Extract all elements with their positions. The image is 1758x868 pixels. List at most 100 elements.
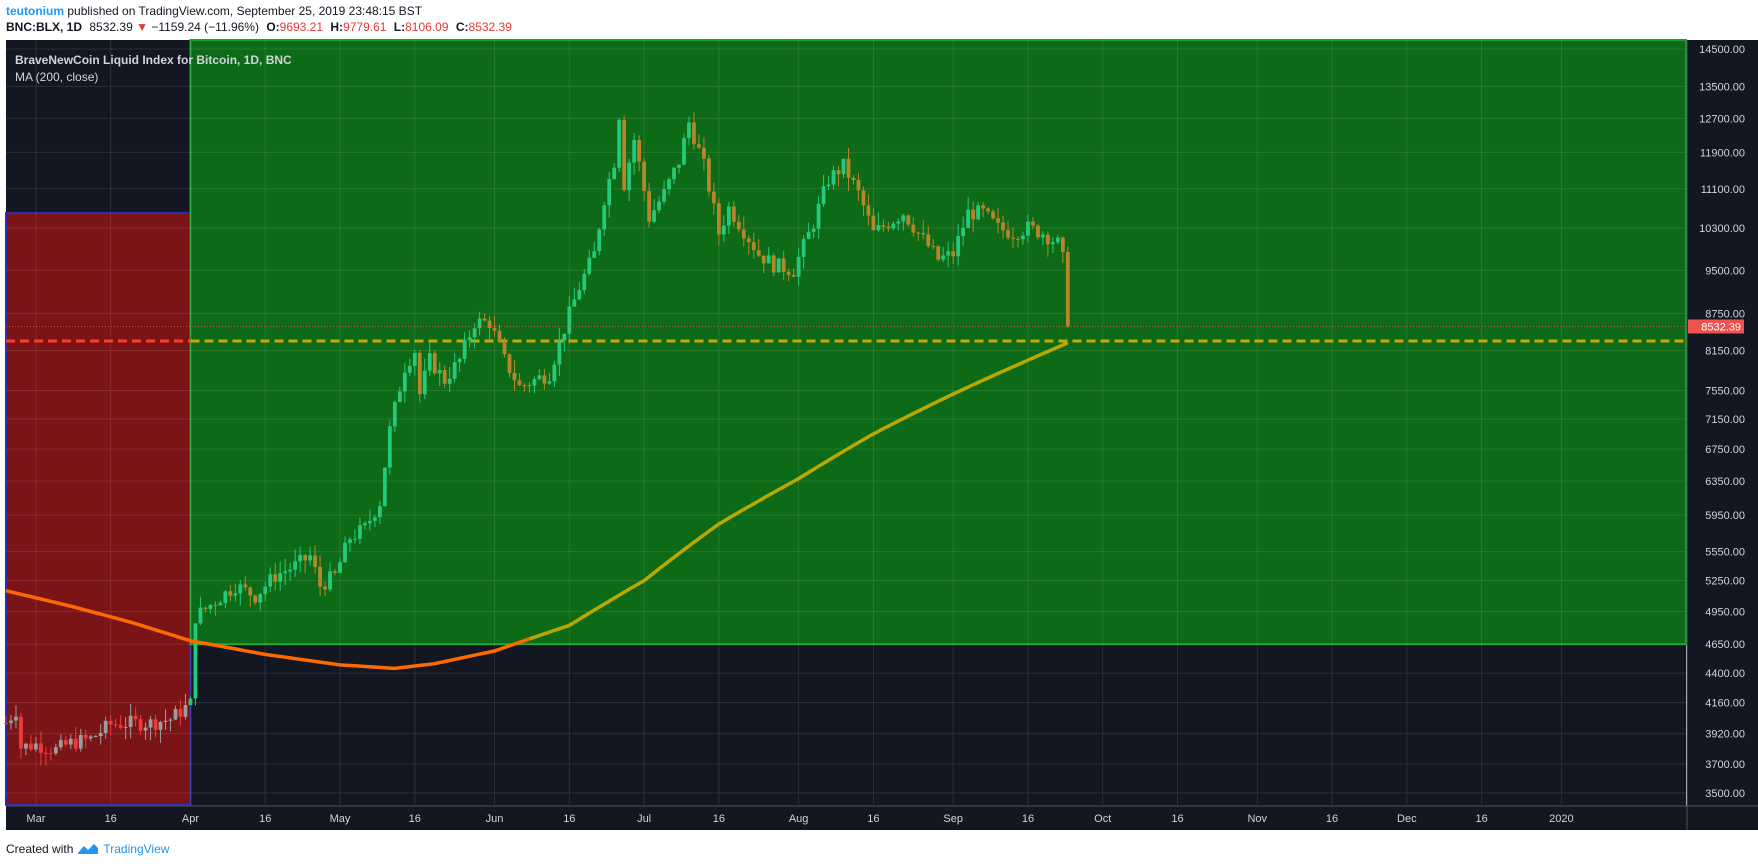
candle-body <box>512 373 517 381</box>
candle-body <box>572 299 577 307</box>
candle-body <box>392 401 397 427</box>
candle-body <box>1021 235 1025 240</box>
candle-body <box>462 340 467 359</box>
candle-body <box>781 258 786 272</box>
candle-body <box>1041 234 1045 238</box>
price-tick: 14500.00 <box>1699 44 1745 56</box>
candle-body <box>682 137 686 165</box>
candle-body <box>14 716 18 721</box>
candle-body <box>901 215 906 222</box>
candle-body <box>1016 238 1020 240</box>
candle-body <box>776 258 781 273</box>
time-tick: 16 <box>1326 813 1338 825</box>
candle-body <box>482 318 487 321</box>
published-text: published on TradingView.com, September … <box>67 4 423 18</box>
candle-body <box>926 234 931 247</box>
candle-body <box>427 353 432 371</box>
candle-body <box>721 225 726 235</box>
tradingview-brand-link[interactable]: TradingView <box>103 842 170 856</box>
candle-body <box>552 364 557 382</box>
candle-body <box>417 352 422 395</box>
close-value: 8532.39 <box>468 20 512 34</box>
price-tick: 8750.00 <box>1705 308 1745 320</box>
candle-layer <box>4 112 1070 766</box>
candle-body <box>796 257 801 277</box>
time-tick: Jul <box>637 813 651 825</box>
candle-body <box>841 158 846 175</box>
candle-body <box>766 255 771 264</box>
price-tick: 3700.00 <box>1705 759 1745 771</box>
candle-body <box>1001 222 1005 231</box>
candle-body <box>223 591 228 603</box>
grid-layer <box>6 40 1686 805</box>
time-axis[interactable] <box>6 806 1758 830</box>
high-label: H: <box>330 20 344 34</box>
candle-body <box>637 139 642 162</box>
price-tick: 3920.00 <box>1705 729 1745 741</box>
candle-body <box>707 158 711 192</box>
publish-line: teutonium published on TradingView.com, … <box>6 4 422 18</box>
candle-body <box>831 170 836 185</box>
candle-body <box>467 337 472 341</box>
candle-body <box>358 525 362 539</box>
ma-line-olive <box>528 341 1069 641</box>
candle-body <box>377 506 382 518</box>
author-link[interactable]: teutonium <box>6 4 64 18</box>
candle-body <box>652 210 656 222</box>
candle-body <box>786 271 791 275</box>
candle-body <box>333 571 337 573</box>
candle-body <box>412 352 417 367</box>
candle-body <box>422 370 427 395</box>
candle-body <box>702 147 706 159</box>
candle-body <box>442 369 447 384</box>
candle-body <box>542 375 547 384</box>
candle-body <box>477 318 482 329</box>
candle-body <box>258 593 263 603</box>
candle-body <box>1065 251 1070 327</box>
price-tick: 7150.00 <box>1705 414 1745 426</box>
candle-body <box>961 227 966 237</box>
candle-body <box>118 724 123 728</box>
candle-body <box>761 255 766 264</box>
tradingview-logo-icon <box>78 844 99 854</box>
candle-body <box>218 602 223 606</box>
candle-body <box>1036 225 1040 238</box>
candle-body <box>368 520 372 524</box>
candle-body <box>622 119 627 191</box>
candle-body <box>53 747 58 754</box>
price-tick: 4400.00 <box>1705 668 1745 680</box>
candle-body <box>916 232 921 234</box>
candle-body <box>123 726 128 728</box>
candle-body <box>133 715 138 720</box>
candle-body <box>213 605 218 607</box>
candle-body <box>647 190 651 222</box>
created-with-text: Created with <box>6 842 74 856</box>
candle-body <box>532 379 537 386</box>
time-tick: 2020 <box>1549 813 1573 825</box>
candle-body <box>607 178 612 206</box>
candle-body <box>756 250 761 256</box>
candle-body <box>447 378 452 384</box>
candle-body <box>632 139 637 163</box>
price-tick: 8150.00 <box>1705 345 1745 357</box>
price-tick: 5950.00 <box>1705 510 1745 522</box>
price-tick: 6350.00 <box>1705 476 1745 488</box>
time-tick: 16 <box>563 813 575 825</box>
candle-body <box>373 517 377 521</box>
candle-body <box>677 164 681 168</box>
candle-body <box>432 353 437 374</box>
time-tick: Mar <box>26 813 45 825</box>
candle-body <box>113 724 118 726</box>
candle-body <box>9 720 13 724</box>
candle-body <box>143 727 148 731</box>
candle-body <box>711 191 716 204</box>
price-tick: 13500.00 <box>1699 81 1745 93</box>
time-tick: 16 <box>259 813 271 825</box>
candle-body <box>198 607 203 624</box>
candle-body <box>816 203 821 229</box>
price-axis[interactable] <box>1687 40 1758 830</box>
candle-body <box>387 426 392 468</box>
candle-body <box>203 607 208 609</box>
candle-body <box>178 709 183 717</box>
